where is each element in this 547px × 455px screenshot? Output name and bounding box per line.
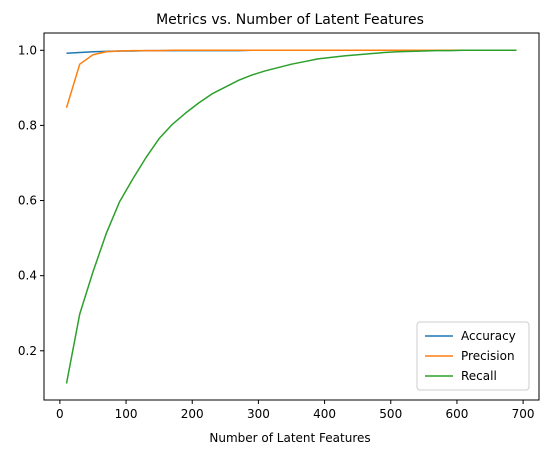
x-axis-title: Number of Latent Features	[209, 431, 370, 445]
y-tick-label: 0.8	[18, 118, 37, 132]
y-tick-label: 0.6	[18, 194, 37, 208]
x-tick-label: 300	[247, 407, 270, 421]
legend: Accuracy Precision Recall	[416, 321, 530, 391]
x-tick-label: 400	[313, 407, 336, 421]
x-tick-label: 600	[445, 407, 468, 421]
legend-label-recall: Recall	[461, 369, 497, 383]
series-lines	[65, 49, 517, 384]
y-tick-label: 0.4	[18, 269, 37, 283]
legend-label-accuracy: Accuracy	[461, 329, 516, 343]
plot-area	[43, 32, 540, 401]
x-axis: 0 100 200 300 400 500 600 700	[56, 400, 535, 421]
chart-title: Metrics vs. Number of Latent Features	[156, 12, 424, 28]
series-line-recall	[65, 49, 517, 384]
legend-label-precision: Precision	[461, 349, 515, 363]
x-tick-label: 700	[512, 407, 535, 421]
x-tick-label: 100	[115, 407, 138, 421]
y-axis: 0.2 0.4 0.6 0.8 1.0	[18, 43, 44, 358]
x-tick-label: 200	[181, 407, 204, 421]
y-tick-label: 0.2	[18, 344, 37, 358]
y-tick-label: 1.0	[18, 43, 37, 57]
legend-box	[416, 321, 530, 391]
plot-frame	[43, 32, 540, 401]
x-tick-label: 0	[56, 407, 64, 421]
x-tick-label: 500	[379, 407, 402, 421]
